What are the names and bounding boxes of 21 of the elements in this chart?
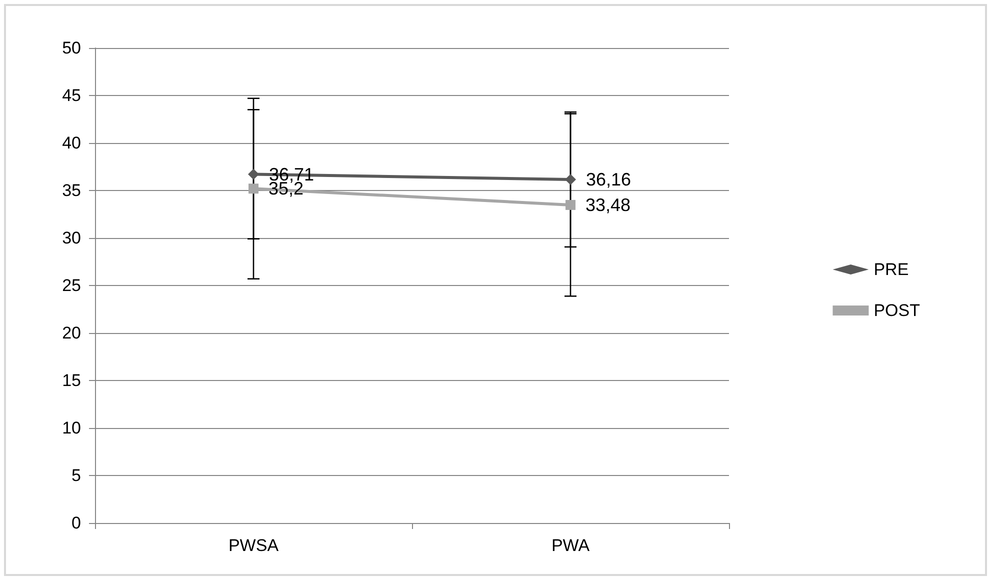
y-tick-label: 40 <box>62 134 81 152</box>
point <box>248 168 259 180</box>
y-tick-label: 30 <box>62 228 81 248</box>
legend-label: POST <box>874 301 920 320</box>
y-tick-label: 10 <box>62 418 81 438</box>
data-label: 36,16 <box>586 169 632 190</box>
y-tick-label: 45 <box>62 86 81 105</box>
y-tick-label: 50 <box>62 38 81 58</box>
x-tick-label: PWSA <box>228 536 280 555</box>
y-tick-label: 5 <box>72 466 81 485</box>
y-tick-label: 0 <box>72 514 81 532</box>
y-tick-label: 15 <box>62 371 81 390</box>
point <box>248 184 258 194</box>
data-label: 33,48 <box>586 194 631 215</box>
legend-label: PRE <box>874 260 909 279</box>
y-tick-label: 25 <box>62 276 81 295</box>
x-tick-label: PWA <box>551 536 590 555</box>
point <box>565 174 576 185</box>
y-tick-label: 35 <box>62 181 81 200</box>
y-tick-label: 20 <box>62 324 81 342</box>
point <box>566 200 576 210</box>
